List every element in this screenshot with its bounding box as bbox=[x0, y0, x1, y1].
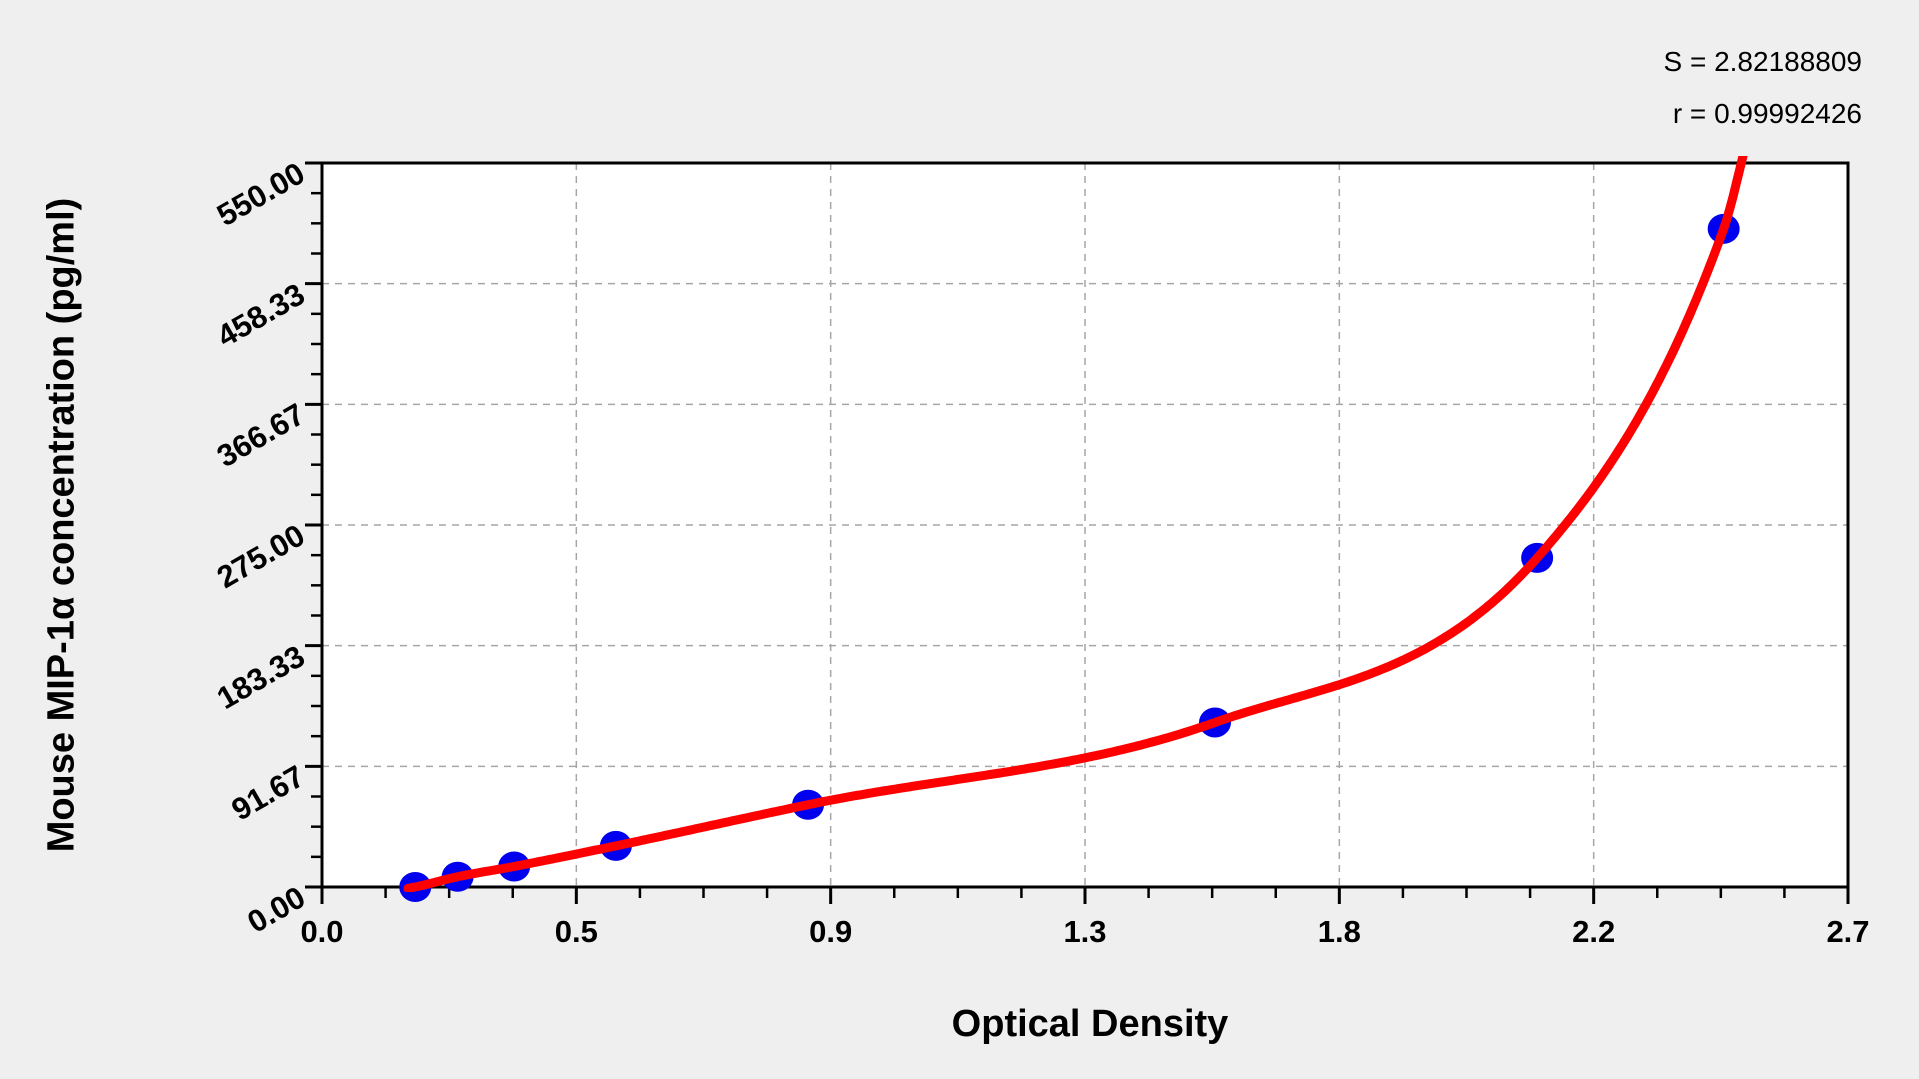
x-tick-label: 2.2 bbox=[1572, 914, 1616, 949]
x-tick-label: 0.5 bbox=[554, 914, 598, 949]
x-tick-label: 1.3 bbox=[1063, 914, 1107, 949]
x-tick-label: 2.7 bbox=[1826, 914, 1870, 949]
x-tick-label: 0.0 bbox=[300, 914, 344, 949]
fit-s-value: S = 2.82188809 bbox=[1663, 46, 1862, 77]
fit-curve bbox=[403, 156, 1748, 892]
y-axis-title: Mouse MIP-1α concentration (pg/ml) bbox=[40, 197, 83, 853]
x-axis-title: Optical Density bbox=[951, 1003, 1229, 1045]
fit-r-value: r = 0.99992426 bbox=[1672, 98, 1862, 129]
x-tick-label: 0.9 bbox=[809, 914, 853, 949]
x-tick-label: 1.8 bbox=[1317, 914, 1361, 949]
fit-statistics: S = 2.82188809 r = 0.99992426 bbox=[1663, 36, 1862, 140]
